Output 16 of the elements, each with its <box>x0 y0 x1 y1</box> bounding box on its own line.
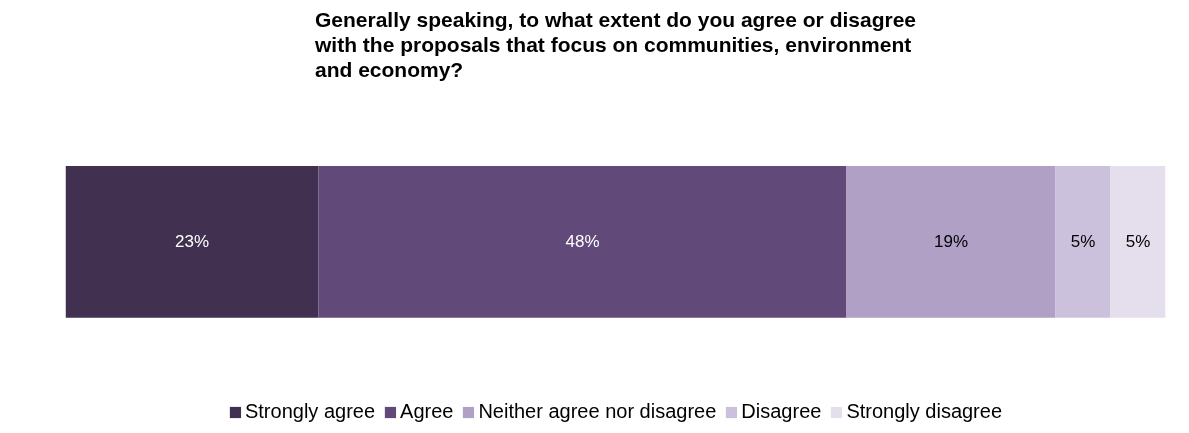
legend-label: Strongly agree <box>244 400 376 423</box>
chart-title: Generally speaking, to what extent do you agree or disagree with the proposals that focus on communities, environment and economy? <box>313 7 917 82</box>
bar <box>65 165 319 318</box>
legend-label: Disagree <box>741 400 822 423</box>
data-label: 23% <box>174 232 210 252</box>
bar <box>318 165 847 318</box>
data-label: 19% <box>933 232 969 252</box>
bar <box>1055 165 1111 318</box>
data-label: 5% <box>1125 232 1151 252</box>
bar <box>846 165 1056 318</box>
bar <box>1110 165 1166 318</box>
data-label: 48% <box>565 232 600 252</box>
data-label: 5% <box>1070 232 1096 252</box>
legend-label: Agree <box>400 400 454 423</box>
legend-label: Strongly disagree <box>846 400 1003 423</box>
legend-label: Neither agree nor disagree <box>478 400 717 423</box>
